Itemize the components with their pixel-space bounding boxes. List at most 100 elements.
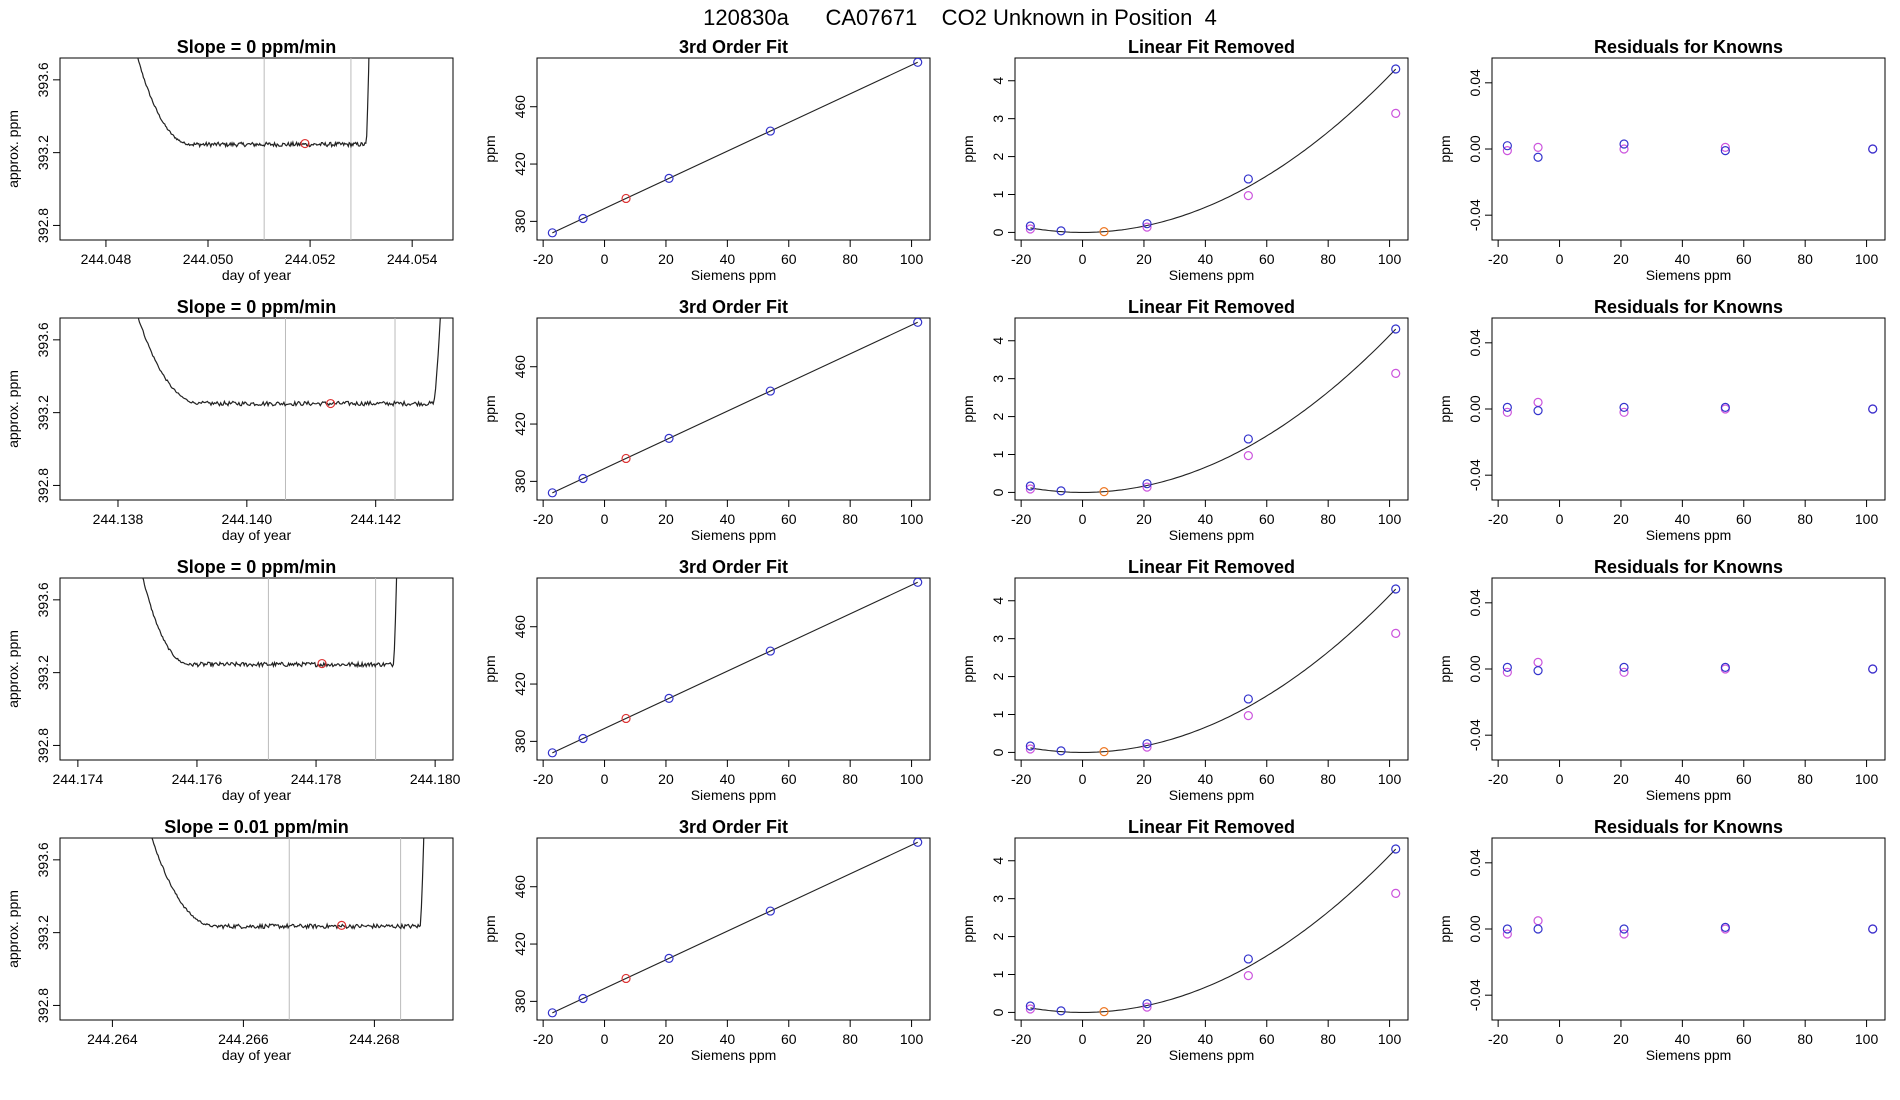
x-axis-label: Siemens ppm: [1646, 527, 1732, 543]
x-tick-label: -20: [1011, 511, 1031, 527]
x-tick-label: 244.178: [291, 771, 342, 787]
x-tick-label: 60: [1259, 771, 1275, 787]
x-tick-label: 60: [1736, 1031, 1752, 1047]
plot-area: [1025, 64, 1401, 237]
known-point: [664, 953, 674, 963]
x-tick-label: 100: [1855, 511, 1879, 527]
x-tick-label: 80: [1797, 771, 1813, 787]
panel-title: Residuals for Knowns: [1594, 37, 1783, 57]
x-tick-label: 244.140: [222, 511, 273, 527]
known-point: [1391, 844, 1401, 854]
panel-r3-linear: Linear Fit Removed -20 0 20 40 60 80 100 0 1 2 3 4 Si…: [960, 557, 1409, 803]
removed-point: [1142, 1002, 1152, 1012]
removed-point: [1243, 711, 1253, 721]
y-axis-label: ppm: [960, 655, 976, 682]
removed-point: [1025, 484, 1035, 494]
figure-title: 120830a CA07671 CO2 Unknown in Position …: [703, 5, 1217, 30]
plot-frame: [59, 837, 454, 1021]
removed-point: [1391, 628, 1401, 638]
x-tick-label: 0: [601, 511, 609, 527]
x-tick-label: -20: [533, 511, 553, 527]
y-tick-label: 2: [990, 672, 1006, 680]
y-tick-label: 4: [990, 337, 1006, 345]
panel-r2-linear: Linear Fit Removed -20 0 20 40 60 80 100 0 1 2 3 4 Si…: [960, 297, 1409, 543]
y-tick-label: 393.2: [35, 915, 51, 950]
y-tick-label: 393.6: [35, 842, 51, 877]
y-axis-label: ppm: [482, 655, 498, 682]
panel-title: Slope = 0.01 ppm/min: [164, 817, 349, 837]
x-tick-label: -20: [533, 251, 553, 267]
y-tick-label: 0: [990, 1008, 1006, 1016]
x-tick-label: 0: [601, 771, 609, 787]
x-tick-label: 0: [601, 251, 609, 267]
x-tick-label: 100: [1855, 251, 1879, 267]
x-tick-label: 60: [781, 1031, 797, 1047]
x-tick-label: 20: [658, 771, 674, 787]
x-axis-label: Siemens ppm: [1169, 1047, 1255, 1063]
known-point: [1720, 662, 1730, 672]
x-tick-label: 244.142: [350, 511, 401, 527]
x-tick-label: 80: [1320, 1031, 1336, 1047]
panel-title: Residuals for Knowns: [1594, 817, 1783, 837]
known-point: [1720, 402, 1730, 412]
y-tick-label: 0.00: [1467, 915, 1483, 942]
panel-r1-linear: Linear Fit Removed -20 0 20 40 60 80 100 0 1 2 3 4 Si…: [960, 37, 1409, 283]
unknown-point: [621, 453, 631, 464]
plot-area: [547, 578, 923, 758]
known-point: [547, 748, 557, 758]
x-tick-label: 100: [900, 511, 924, 527]
x-tick-label: 20: [1613, 1031, 1629, 1047]
y-tick-label: 2: [990, 932, 1006, 940]
y-tick-label: 1: [990, 450, 1006, 458]
unknown-point: [325, 398, 336, 409]
known-point: [1720, 922, 1730, 932]
panel-r4-resid: Residuals for Knowns -20 0 20 40 60 80 100 -0.04…: [1437, 817, 1886, 1063]
known-point: [1056, 1006, 1066, 1016]
removed-point: [1025, 744, 1035, 754]
y-tick-label: 460: [512, 615, 528, 639]
known-point: [913, 318, 923, 327]
x-tick-label: 60: [1736, 771, 1752, 787]
y-tick-label: 0.04: [1467, 69, 1483, 96]
removed-point: [1142, 222, 1152, 232]
x-tick-label: -20: [1488, 771, 1508, 787]
ppm-trace: [137, 58, 370, 149]
fit-line: [552, 61, 918, 234]
y-tick-label: 380: [512, 469, 528, 493]
unknown-point: [300, 138, 310, 149]
plot-frame: [59, 577, 454, 761]
panel-r2-trace: Slope = 0 ppm/min 244.138 244.140 244.142 39…: [5, 297, 454, 543]
x-axis-label: day of year: [222, 787, 292, 803]
known-point: [1868, 144, 1878, 154]
known-point: [1243, 174, 1253, 184]
plot-area: [547, 58, 923, 238]
plot-area: [547, 318, 923, 498]
x-tick-label: 20: [1613, 251, 1629, 267]
plot-frame: [59, 57, 454, 241]
x-tick-label: 244.054: [387, 251, 438, 267]
x-tick-label: 20: [1136, 771, 1152, 787]
known-point: [1142, 219, 1152, 229]
fit-line: [552, 321, 918, 494]
x-tick-label: 40: [1198, 771, 1214, 787]
x-tick-label: 40: [720, 1031, 736, 1047]
x-tick-label: 80: [1797, 511, 1813, 527]
removed-point: [1243, 191, 1253, 201]
removed-point: [1533, 657, 1543, 667]
x-tick-label: 40: [1675, 771, 1691, 787]
x-tick-label: 40: [720, 771, 736, 787]
x-tick-label: 244.264: [87, 1031, 138, 1047]
unknown-point: [1099, 227, 1109, 237]
y-axis-label: approx. ppm: [5, 890, 21, 968]
panel-title: Linear Fit Removed: [1128, 297, 1295, 317]
known-point: [664, 173, 674, 183]
known-point: [1619, 662, 1629, 672]
plot-area: [547, 838, 923, 1018]
plot-frame: [1491, 317, 1886, 501]
known-point: [913, 58, 923, 67]
y-tick-label: 2: [990, 152, 1006, 160]
y-tick-label: 393.6: [35, 582, 51, 617]
panel-r3-fit: 3rd Order Fit -20 0 20 40 60 80 100 380 420 460 Sie…: [482, 557, 931, 803]
x-axis-label: Siemens ppm: [691, 267, 777, 283]
